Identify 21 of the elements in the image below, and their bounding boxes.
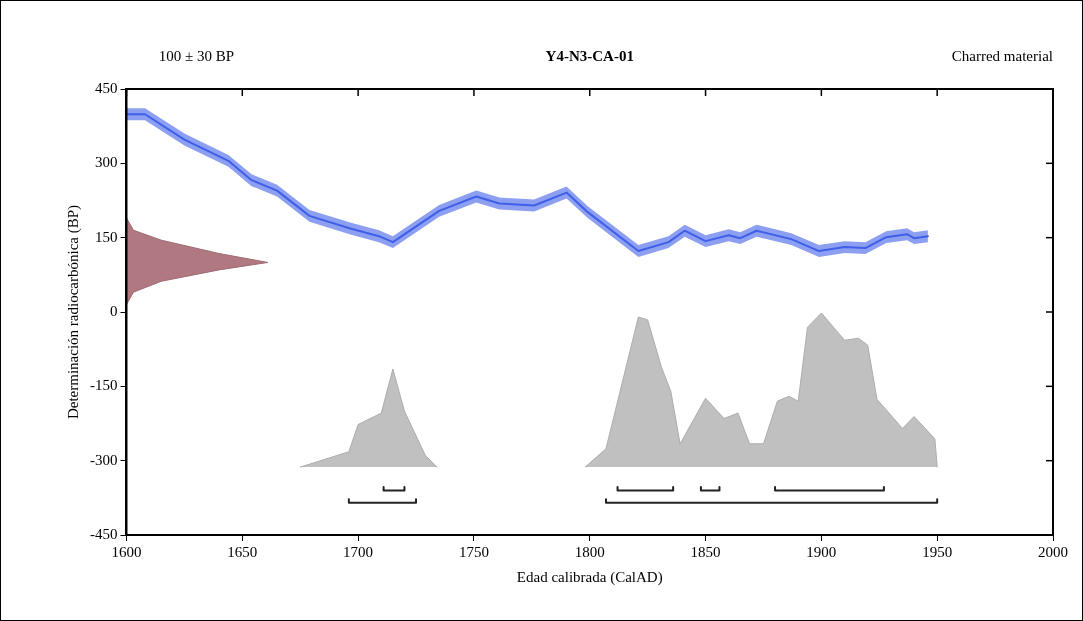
x-tick-label: 1650 bbox=[227, 543, 258, 560]
x-tick-label: 1750 bbox=[458, 543, 489, 560]
x-tick-label: 1800 bbox=[574, 543, 605, 560]
x-tick-label: 1700 bbox=[343, 543, 374, 560]
y-tick-label: -150 bbox=[90, 377, 118, 394]
y-tick-label: 150 bbox=[95, 228, 118, 245]
chart-title: Y4-N3-CA-01 bbox=[545, 47, 634, 64]
y-axis-title: Determinación radiocarbónica (BP) bbox=[64, 204, 82, 420]
y-tick-label: 450 bbox=[95, 79, 118, 96]
x-tick-label: 1950 bbox=[922, 543, 953, 560]
y-tick-label: 0 bbox=[110, 302, 118, 319]
x-tick-label: 2000 bbox=[1038, 543, 1068, 560]
x-axis-title: Edad calibrada (CalAD) bbox=[516, 568, 663, 586]
x-tick-label: 1600 bbox=[111, 543, 142, 560]
y-tick-label: -450 bbox=[90, 525, 118, 542]
x-tick-label: 1850 bbox=[690, 543, 721, 560]
x-tick-label: 1900 bbox=[806, 543, 837, 560]
y-tick-label: 300 bbox=[95, 154, 118, 171]
y-tick-label: -300 bbox=[90, 451, 118, 468]
text: Charred material bbox=[951, 47, 1053, 64]
text: 100 ± 30 BP bbox=[158, 47, 235, 64]
